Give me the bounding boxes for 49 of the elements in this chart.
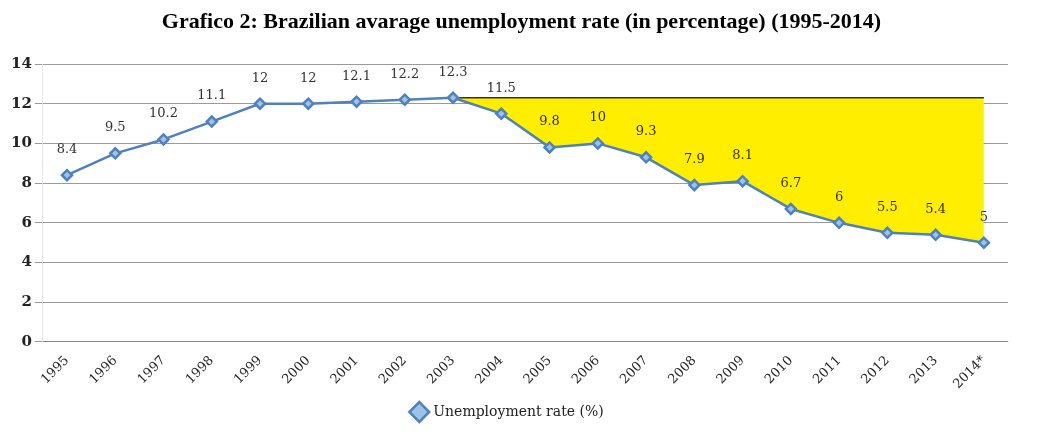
point bbox=[688, 178, 701, 192]
point bbox=[205, 115, 219, 128]
y-tick-label: 0 bbox=[21, 331, 32, 350]
data-label: 8.4 bbox=[56, 141, 78, 157]
point bbox=[832, 216, 846, 230]
data-label: 9.3 bbox=[635, 123, 657, 139]
data-label: 12 bbox=[251, 69, 269, 85]
y-tick-label: 12 bbox=[11, 93, 32, 112]
data-label: 7.9 bbox=[683, 150, 705, 166]
point bbox=[881, 226, 894, 240]
data-label: 5.5 bbox=[877, 198, 898, 214]
y-tick-label: 2 bbox=[21, 292, 32, 311]
data-label: 6.7 bbox=[780, 174, 802, 190]
data-label: 12.3 bbox=[438, 63, 468, 79]
data-label: 10.2 bbox=[149, 105, 178, 121]
chart-title: Grafico 2: Brazilian avarage unemployment rate (in percentage) (1995-2014) bbox=[160, 8, 883, 34]
point bbox=[60, 168, 74, 182]
data-label: 6 bbox=[834, 188, 844, 204]
y-tick-label: 10 bbox=[11, 133, 32, 152]
data-label: 10 bbox=[589, 109, 607, 125]
point bbox=[157, 133, 170, 146]
y-tick-label: 14 bbox=[11, 53, 32, 72]
point bbox=[253, 97, 267, 110]
point bbox=[302, 97, 315, 110]
data-label: 8.1 bbox=[732, 147, 753, 163]
point bbox=[398, 93, 412, 106]
point bbox=[109, 147, 122, 160]
point bbox=[543, 141, 556, 154]
point bbox=[929, 228, 942, 242]
data-label: 12.1 bbox=[342, 67, 372, 83]
point bbox=[639, 151, 653, 164]
point bbox=[495, 107, 508, 120]
point bbox=[591, 137, 605, 150]
data-label: 11.5 bbox=[486, 79, 516, 95]
point bbox=[350, 95, 363, 108]
data-label: 9.5 bbox=[104, 119, 126, 135]
y-tick-label: 6 bbox=[21, 212, 32, 231]
data-label: 12.2 bbox=[390, 65, 420, 81]
y-tick-label: 4 bbox=[21, 252, 32, 271]
point bbox=[736, 174, 749, 188]
data-label: 9.8 bbox=[539, 113, 560, 129]
point bbox=[977, 236, 991, 249]
point bbox=[784, 202, 798, 216]
point bbox=[446, 91, 460, 105]
y-tick-label: 8 bbox=[21, 173, 32, 192]
data-label: 12 bbox=[300, 69, 317, 85]
legend-label: Unemployment rate (%) bbox=[433, 402, 604, 419]
data-label: 5.4 bbox=[925, 200, 946, 216]
data-label: 11.1 bbox=[197, 87, 227, 103]
